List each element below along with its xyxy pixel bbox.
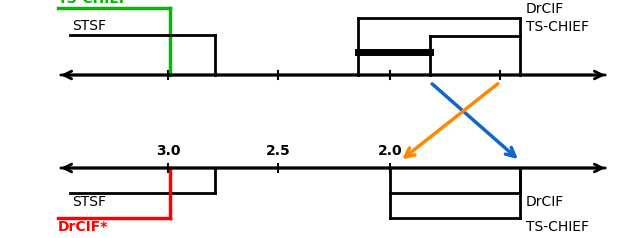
- Text: TS-CHIEF*: TS-CHIEF*: [58, 0, 136, 6]
- Text: STSF: STSF: [72, 195, 106, 209]
- Text: DrCIF: DrCIF: [526, 195, 564, 209]
- Text: 2.0: 2.0: [378, 144, 403, 158]
- Text: TS-CHIEF: TS-CHIEF: [526, 220, 589, 234]
- Text: 2.5: 2.5: [266, 144, 291, 158]
- Text: TS-CHIEF: TS-CHIEF: [526, 20, 589, 34]
- Text: DrCIF: DrCIF: [526, 2, 564, 16]
- Text: STSF: STSF: [72, 19, 106, 33]
- Text: 3.0: 3.0: [156, 144, 180, 158]
- Text: DrCIF*: DrCIF*: [58, 220, 108, 234]
